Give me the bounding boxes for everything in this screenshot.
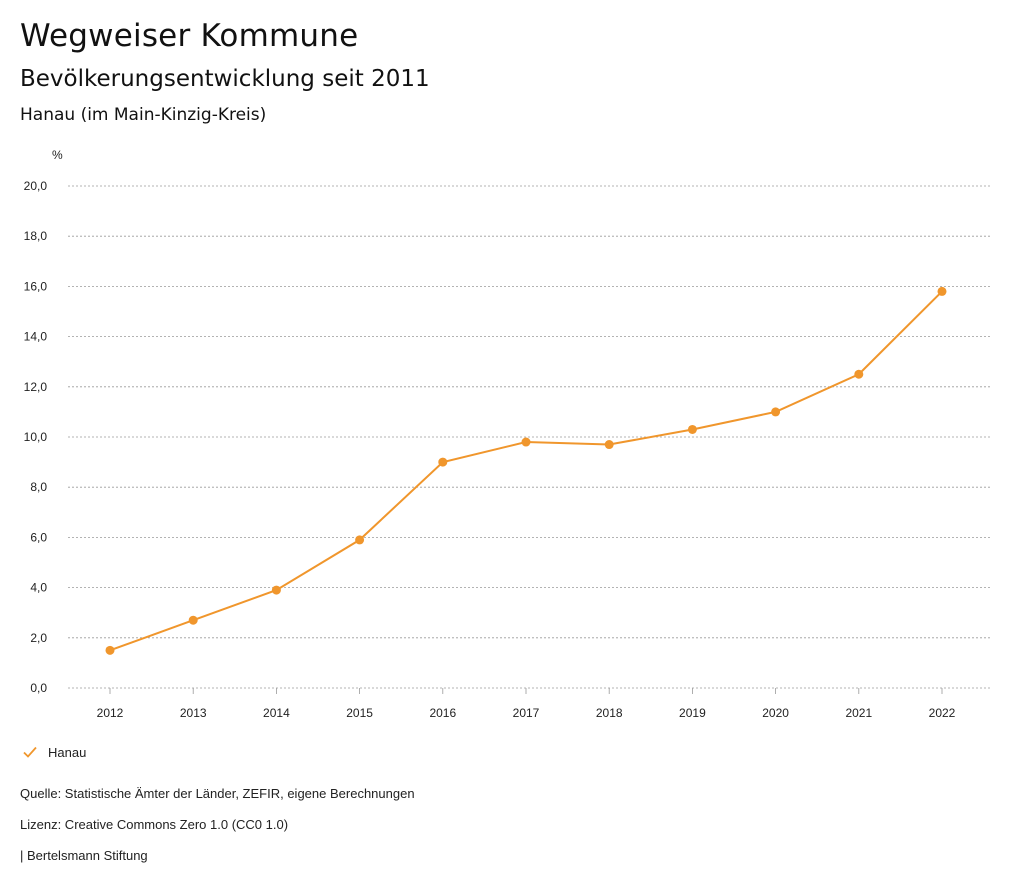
x-axis-ticks: 2012 2013 2014 2015 2016 2017 2018 2019 2020 2021… xyxy=(97,688,956,720)
publisher-note: | Bertelsmann Stiftung xyxy=(20,848,148,863)
y-tick-label: 14,0 xyxy=(24,330,48,344)
x-tick-label: 2019 xyxy=(679,706,706,720)
y-tick-label: 6,0 xyxy=(30,530,47,544)
x-tick-label: 2013 xyxy=(180,706,207,720)
y-axis-ticks: 0,0 2,0 4,0 6,0 8,0 10,0 12,0 14,0 16,0 18,0 20,0 xyxy=(24,179,48,695)
series-hanau xyxy=(105,286,947,655)
legend-label-hanau: Hanau xyxy=(48,744,87,760)
y-tick-label: 12,0 xyxy=(24,380,48,394)
y-axis-unit: % xyxy=(52,148,63,162)
data-point[interactable] xyxy=(188,615,198,625)
y-tick-label: 18,0 xyxy=(24,229,48,243)
x-tick-label: 2020 xyxy=(762,706,789,720)
check-icon xyxy=(23,746,37,758)
data-point[interactable] xyxy=(687,424,697,434)
data-point[interactable] xyxy=(771,407,781,417)
y-tick-label: 2,0 xyxy=(30,631,47,645)
y-tick-label: 10,0 xyxy=(24,430,48,444)
x-tick-label: 2018 xyxy=(596,706,623,720)
grid-lines xyxy=(68,185,990,689)
x-tick-label: 2017 xyxy=(513,706,540,720)
y-tick-label: 16,0 xyxy=(24,279,48,293)
data-point[interactable] xyxy=(271,585,281,595)
region-label: Hanau (im Main-Kinzig-Kreis) xyxy=(20,105,267,125)
page-title: Wegweiser Kommune xyxy=(20,18,359,54)
data-point[interactable] xyxy=(937,286,947,296)
y-tick-label: 20,0 xyxy=(24,179,48,193)
data-point[interactable] xyxy=(105,645,115,655)
data-point[interactable] xyxy=(604,440,614,450)
x-tick-label: 2014 xyxy=(263,706,290,720)
y-tick-label: 4,0 xyxy=(30,581,47,595)
x-tick-label: 2015 xyxy=(346,706,373,720)
y-tick-label: 8,0 xyxy=(30,480,47,494)
x-tick-label: 2012 xyxy=(97,706,124,720)
y-tick-label: 0,0 xyxy=(30,681,47,695)
license-note: Lizenz: Creative Commons Zero 1.0 (CC0 1… xyxy=(20,817,289,832)
data-point[interactable] xyxy=(355,535,365,545)
data-point[interactable] xyxy=(438,457,448,467)
data-point[interactable] xyxy=(854,369,864,379)
x-tick-label: 2021 xyxy=(845,706,872,720)
series-line xyxy=(109,290,943,652)
source-note: Quelle: Statistische Ämter der Länder, Z… xyxy=(20,786,415,801)
data-point[interactable] xyxy=(521,437,531,447)
x-tick-label: 2022 xyxy=(929,706,956,720)
line-chart: % 0,0 2,0 4,0 6,0 8,0 10,0 12,0 14,0 16,0 18,0 20,… xyxy=(24,148,990,720)
x-tick-label: 2016 xyxy=(429,706,456,720)
legend[interactable]: Hanau xyxy=(22,744,86,760)
chart-subtitle: Bevölkerungsentwicklung seit 2011 xyxy=(20,66,430,92)
